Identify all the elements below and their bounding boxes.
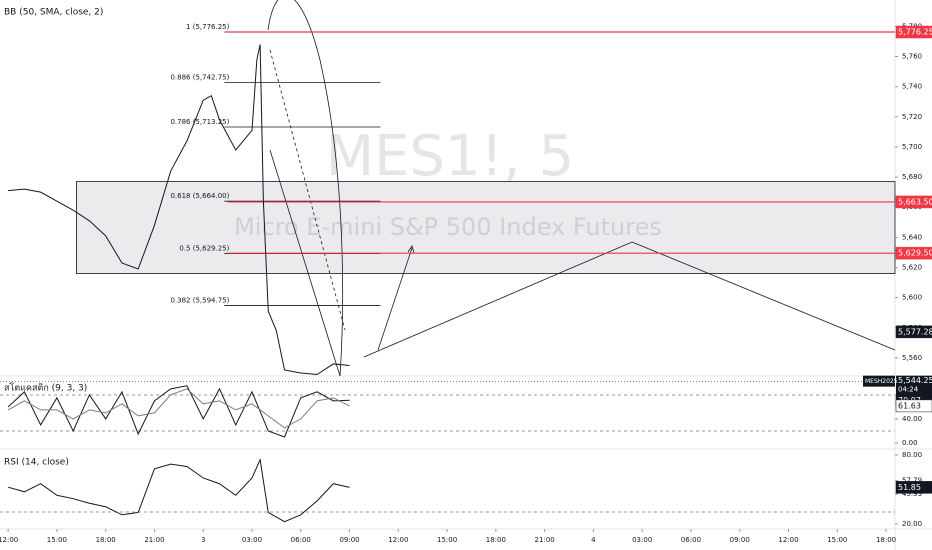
x-tick-label: 21:00 xyxy=(144,536,164,544)
fib-label: 1 (5,776.25) xyxy=(186,23,230,31)
indicator-legend: BB (50, SMA, close, 2) xyxy=(4,8,103,18)
fib-label: 0.5 (5,629.25) xyxy=(179,245,229,253)
last-price-label: 5,544.25 xyxy=(898,376,932,385)
x-tick-label: 06:00 xyxy=(681,536,701,544)
x-tick-label: 18:00 xyxy=(96,536,116,544)
crosshair-tag-label: 5,577.28 xyxy=(898,327,932,336)
x-tick-label: 15:00 xyxy=(827,536,847,544)
y-tick-label: 0.00 xyxy=(902,439,918,447)
value-tag-label: 61.63 xyxy=(898,401,921,410)
x-tick-label: 18:00 xyxy=(486,536,506,544)
y-tick-label: 5,720 xyxy=(902,113,922,121)
x-tick-label: 03:00 xyxy=(242,536,262,544)
y-tick-label: 20.00 xyxy=(902,520,922,528)
y-tick-label: 5,760 xyxy=(902,53,922,61)
x-tick-label: 18:00 xyxy=(876,536,896,544)
countdown-label: 04:24 xyxy=(898,386,919,394)
value-tag-label: 51.85 xyxy=(898,483,921,492)
symbol-label: MESH2025 xyxy=(865,378,898,385)
x-tick-label: 21:00 xyxy=(535,536,555,544)
x-tick-label: 15:00 xyxy=(437,536,457,544)
background xyxy=(0,0,932,550)
y-tick-label: 5,560 xyxy=(902,354,922,362)
price-tag-label: 5,663.50 xyxy=(898,197,932,206)
price-tag-label: 5,776.25 xyxy=(898,28,932,37)
y-tick-label: 5,700 xyxy=(902,143,922,151)
fib-label: 0.618 (5,664.00) xyxy=(170,192,229,200)
indicator-legend: RSI (14, close) xyxy=(4,458,69,468)
y-tick-label: 5,680 xyxy=(902,173,922,181)
y-tick-label: 5,600 xyxy=(902,294,922,302)
indicator-legend: สโตแคสติก (9, 3, 3) xyxy=(4,383,87,394)
x-tick-label: 09:00 xyxy=(730,536,750,544)
y-tick-label: 80.00 xyxy=(902,451,922,459)
x-tick-label: 06:00 xyxy=(291,536,311,544)
fib-label: 0.382 (5,594.75) xyxy=(170,297,229,305)
x-tick-label: 12:00 xyxy=(778,536,798,544)
price-tag-label: 5,629.50 xyxy=(898,249,932,258)
x-tick-label: 4 xyxy=(591,536,596,544)
x-tick-label: 12:00 xyxy=(0,536,18,544)
y-tick-label: 5,620 xyxy=(902,263,922,271)
y-tick-label: 5,740 xyxy=(902,83,922,91)
fib-label: 0.886 (5,742.75) xyxy=(170,74,229,82)
chart: MES1!, 5 Micro E-mini S&P 500 Index Futu… xyxy=(0,0,932,550)
x-tick-label: 3 xyxy=(201,536,205,544)
x-tick-label: 09:00 xyxy=(339,536,359,544)
y-tick-label: 40.00 xyxy=(902,415,922,423)
y-tick-label: 5,640 xyxy=(902,233,922,241)
x-tick-label: 12:00 xyxy=(388,536,408,544)
x-tick-label: 03:00 xyxy=(632,536,652,544)
watermark-symbol: MES1!, 5 xyxy=(326,124,575,189)
x-tick-label: 15:00 xyxy=(47,536,67,544)
